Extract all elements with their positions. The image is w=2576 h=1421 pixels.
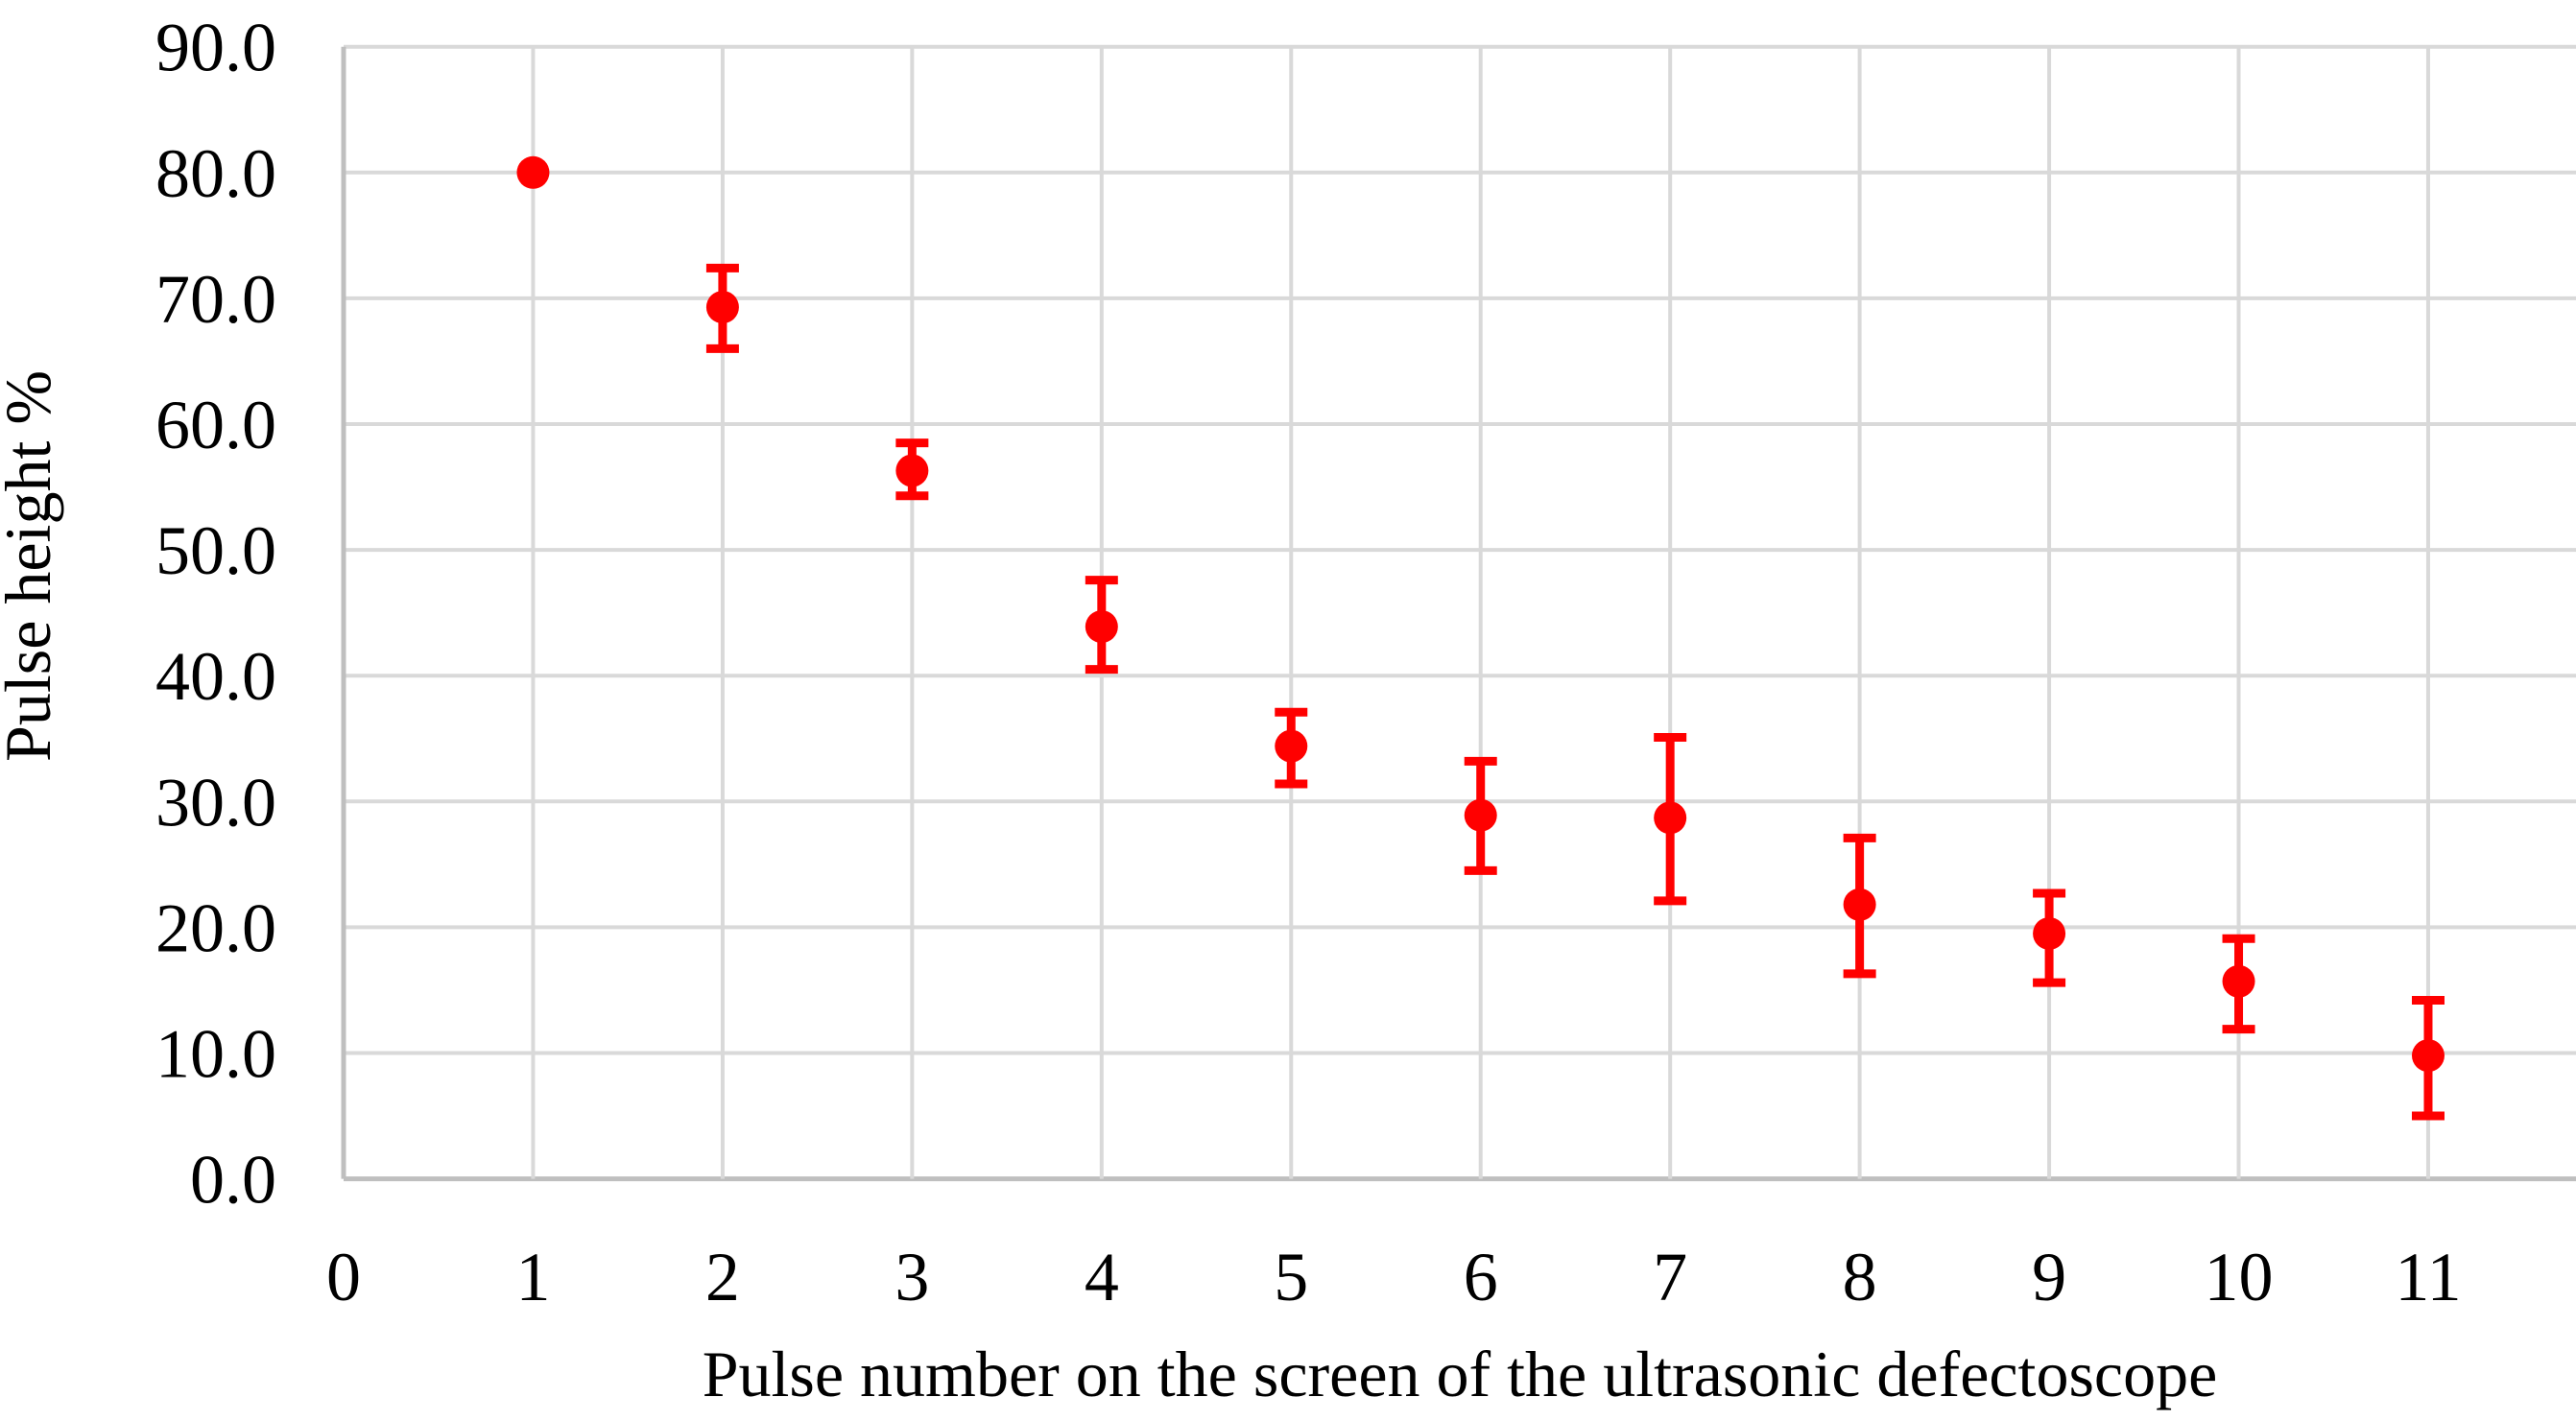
y-tick-label: 0.0 [190,1142,276,1219]
data-point-marker [1275,729,1308,763]
error-bars [705,263,2445,1121]
y-tick-labels: 0.0 10.0 20.0 30.0 40.0 50.0 60.0 70.0 80.0 90.0 [155,10,276,1219]
x-tick-label: 2 [705,1239,740,1315]
x-tick-label: 1 [515,1239,550,1315]
data-point-marker [2411,1039,2445,1073]
y-tick-label: 20.0 [155,889,276,966]
y-tick-label: 60.0 [155,387,276,463]
x-tick-label: 4 [1085,1239,1119,1315]
x-tick-label: 3 [894,1239,929,1315]
y-tick-label: 70.0 [155,261,276,338]
y-tick-label: 30.0 [155,764,276,841]
x-tick-labels: 0 1 2 3 4 5 6 7 8 9 10 11 [326,1239,2462,1315]
data-point-markers [516,155,2445,1073]
y-tick-label: 80.0 [155,135,276,212]
y-axis-title: Pulse height % [0,370,64,762]
x-tick-label: 10 [2205,1239,2274,1315]
data-point-marker [1843,888,1876,921]
data-point-marker [895,454,929,487]
y-tick-label: 40.0 [155,638,276,715]
gridlines [341,44,2576,1182]
data-point-marker [1085,610,1118,644]
x-tick-label: 0 [326,1239,361,1315]
data-point-marker [2222,964,2255,998]
x-tick-label: 11 [2395,1239,2461,1315]
y-tick-label: 90.0 [155,10,276,86]
x-tick-label: 9 [2032,1239,2066,1315]
data-point-marker [705,291,739,324]
x-tick-label: 6 [1464,1239,1498,1315]
data-point-marker [516,155,550,189]
x-axis-title: Pulse number on the screen of the ultras… [703,1338,2218,1410]
data-point-marker [1464,798,1497,832]
x-tick-label: 8 [1843,1239,1877,1315]
data-point-marker [1654,801,1687,835]
data-point-marker [2033,916,2066,950]
y-tick-label: 10.0 [155,1016,276,1093]
x-tick-label: 5 [1274,1239,1308,1315]
x-tick-label: 7 [1653,1239,1687,1315]
y-tick-label: 50.0 [155,512,276,589]
